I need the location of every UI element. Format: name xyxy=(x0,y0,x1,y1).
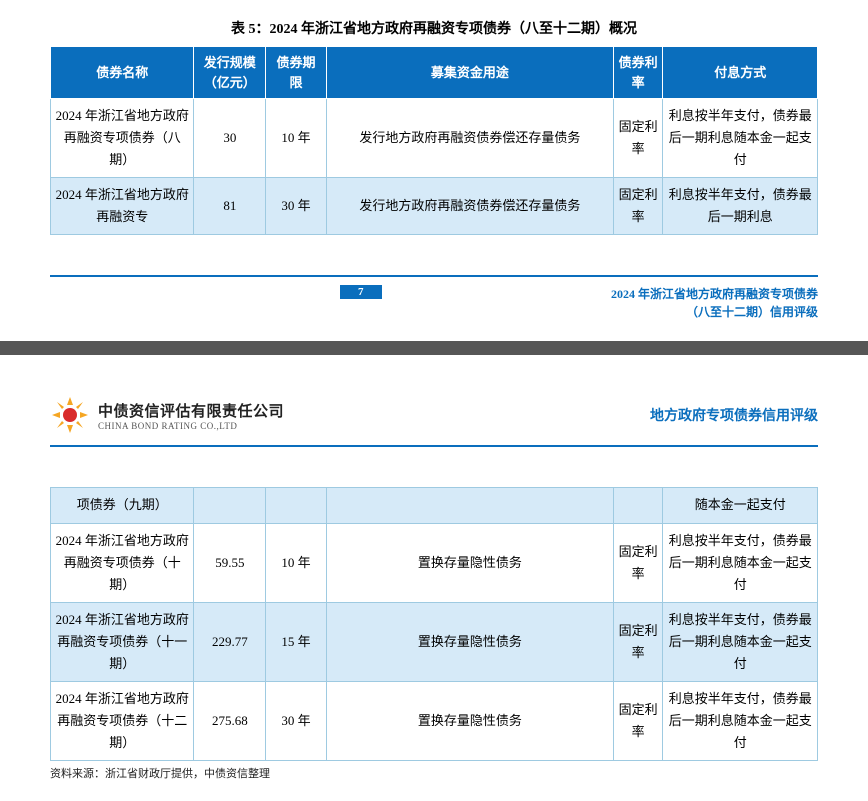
cell-scale: 81 xyxy=(194,178,266,235)
bond-table-2: 项债券（九期） 随本金一起支付 2024 年浙江省地方政府再融资专项债券（十期）… xyxy=(50,487,818,761)
cell-name: 2024 年浙江省地方政府再融资专项债券（八期） xyxy=(51,99,194,178)
cell-scale: 229.77 xyxy=(194,602,266,681)
cell-payment: 利息按半年支付，债券最后一期利息随本金一起支付 xyxy=(663,602,818,681)
logo-text-cn: 中债资信评估有限责任公司 xyxy=(98,400,284,421)
cell-term: 10 年 xyxy=(266,523,327,602)
cell-scale xyxy=(194,488,266,523)
cell-scale: 275.68 xyxy=(194,682,266,761)
cell-name: 2024 年浙江省地方政府再融资专项债券（十期） xyxy=(51,523,194,602)
cell-rate: 固定利率 xyxy=(613,602,663,681)
cell-use: 置换存量隐性债务 xyxy=(326,602,613,681)
cell-use: 发行地方政府再融资债券偿还存量债务 xyxy=(326,178,613,235)
table-row: 2024 年浙江省地方政府再融资专项债券（八期） 30 10 年 发行地方政府再… xyxy=(51,99,818,178)
table-header-row: 债券名称 发行规模（亿元） 债券期限 募集资金用途 债券利率 付息方式 xyxy=(51,47,818,99)
table-row: 2024 年浙江省地方政府再融资专项债券（十二期） 275.68 30 年 置换… xyxy=(51,682,818,761)
bond-table-1: 债券名称 发行规模（亿元） 债券期限 募集资金用途 债券利率 付息方式 2024… xyxy=(50,46,818,235)
table-row: 2024 年浙江省地方政府再融资专项债券（十期） 59.55 10 年 置换存量… xyxy=(51,523,818,602)
header-subtitle: 地方政府专项债券信用评级 xyxy=(650,405,818,425)
cell-term: 10 年 xyxy=(266,99,327,178)
th-term: 债券期限 xyxy=(266,47,327,99)
page-footer: 7 2024 年浙江省地方政府再融资专项债券 （八至十二期）信用评级 xyxy=(50,285,818,321)
cell-scale: 59.55 xyxy=(194,523,266,602)
cell-term: 30 年 xyxy=(266,178,327,235)
sunburst-icon xyxy=(50,395,90,435)
page-gap xyxy=(0,341,868,355)
cell-rate: 固定利率 xyxy=(613,178,663,235)
cell-term xyxy=(266,488,327,523)
footer-title-line1: 2024 年浙江省地方政府再融资专项债券 xyxy=(611,285,818,303)
cell-rate: 固定利率 xyxy=(613,523,663,602)
cell-name: 2024 年浙江省地方政府再融资专项债券（十一期） xyxy=(51,602,194,681)
cell-payment: 随本金一起支付 xyxy=(663,488,818,523)
table-row: 2024 年浙江省地方政府再融资专 81 30 年 发行地方政府再融资债券偿还存… xyxy=(51,178,818,235)
th-scale: 发行规模（亿元） xyxy=(194,47,266,99)
cell-rate xyxy=(613,488,663,523)
cell-name: 项债券（九期） xyxy=(51,488,194,523)
company-logo-block: 中债资信评估有限责任公司 CHINA BOND RATING CO.,LTD xyxy=(50,395,284,435)
th-rate: 债券利率 xyxy=(613,47,663,99)
th-name: 债券名称 xyxy=(51,47,194,99)
cell-use xyxy=(326,488,613,523)
page-header: 中债资信评估有限责任公司 CHINA BOND RATING CO.,LTD 地… xyxy=(50,395,818,435)
source-note: 资料来源：浙江省财政厅提供，中债资信整理 xyxy=(50,765,818,781)
cell-payment: 利息按半年支付，债券最后一期利息随本金一起支付 xyxy=(663,99,818,178)
table-row: 2024 年浙江省地方政府再融资专项债券（十一期） 229.77 15 年 置换… xyxy=(51,602,818,681)
page-2: 中债资信评估有限责任公司 CHINA BOND RATING CO.,LTD 地… xyxy=(0,355,868,801)
cell-use: 置换存量隐性债务 xyxy=(326,523,613,602)
footer-title: 2024 年浙江省地方政府再融资专项债券 （八至十二期）信用评级 xyxy=(611,285,818,321)
logo-text: 中债资信评估有限责任公司 CHINA BOND RATING CO.,LTD xyxy=(98,400,284,431)
cell-scale: 30 xyxy=(194,99,266,178)
cell-term: 15 年 xyxy=(266,602,327,681)
cell-name: 2024 年浙江省地方政府再融资专 xyxy=(51,178,194,235)
page-number: 7 xyxy=(340,285,382,299)
table-title: 表 5：2024 年浙江省地方政府再融资专项债券（八至十二期）概况 xyxy=(50,18,818,38)
th-payment: 付息方式 xyxy=(663,47,818,99)
footer-divider xyxy=(50,275,818,277)
logo-text-en: CHINA BOND RATING CO.,LTD xyxy=(98,421,284,431)
table-row-fragment: 项债券（九期） 随本金一起支付 xyxy=(51,488,818,523)
cell-name: 2024 年浙江省地方政府再融资专项债券（十二期） xyxy=(51,682,194,761)
cell-rate: 固定利率 xyxy=(613,99,663,178)
cell-payment: 利息按半年支付，债券最后一期利息随本金一起支付 xyxy=(663,523,818,602)
th-use: 募集资金用途 xyxy=(326,47,613,99)
page-1: 表 5：2024 年浙江省地方政府再融资专项债券（八至十二期）概况 债券名称 发… xyxy=(0,0,868,341)
cell-term: 30 年 xyxy=(266,682,327,761)
footer-title-line2: （八至十二期）信用评级 xyxy=(611,303,818,321)
cell-use: 置换存量隐性债务 xyxy=(326,682,613,761)
cell-use: 发行地方政府再融资债券偿还存量债务 xyxy=(326,99,613,178)
cell-payment: 利息按半年支付，债券最后一期利息 xyxy=(663,178,818,235)
cell-rate: 固定利率 xyxy=(613,682,663,761)
cell-payment: 利息按半年支付，债券最后一期利息随本金一起支付 xyxy=(663,682,818,761)
header-divider xyxy=(50,445,818,447)
